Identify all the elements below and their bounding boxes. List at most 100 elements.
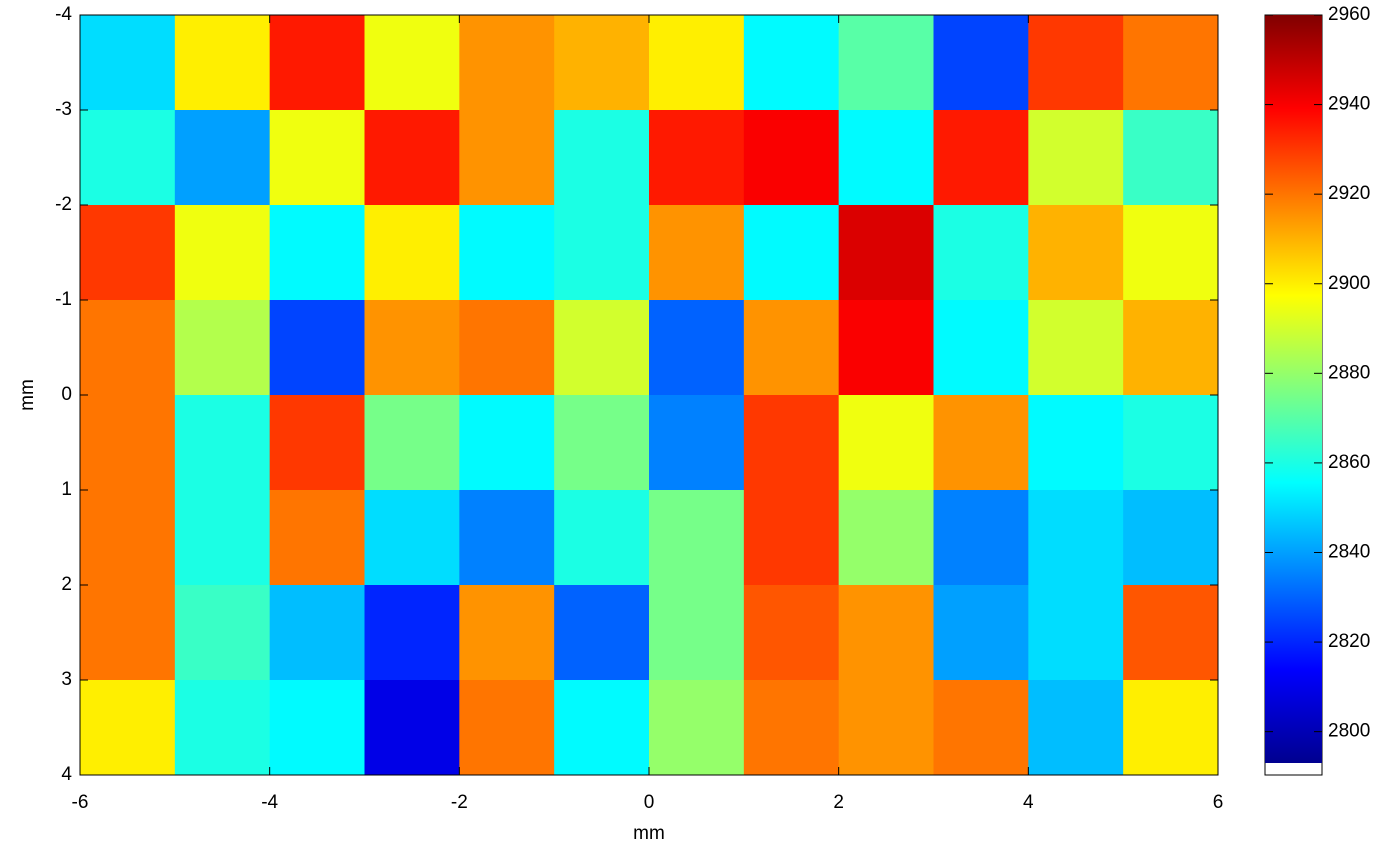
colorbar-tick-label: 2880 — [1328, 362, 1370, 383]
heatmap-cell — [1028, 15, 1123, 111]
heatmap-cell — [1028, 680, 1123, 776]
heatmap-cell — [649, 680, 744, 776]
heatmap-cell — [1028, 205, 1123, 301]
y-tick-label: -1 — [55, 289, 72, 310]
heatmap-cell — [270, 15, 365, 111]
heatmap-cell — [459, 15, 554, 111]
heatmap-cell — [554, 300, 649, 396]
heatmap-cell — [649, 300, 744, 396]
y-tick-label: 4 — [61, 764, 72, 785]
heatmap-cell — [270, 205, 365, 301]
y-tick-label: -4 — [55, 4, 72, 25]
heatmap-cell — [459, 490, 554, 586]
x-tick-label: 6 — [1213, 792, 1224, 813]
heatmap-cell — [1123, 205, 1218, 301]
x-tick-label: 4 — [1023, 792, 1034, 813]
heatmap-cell — [839, 110, 934, 206]
heatmap-cell — [554, 15, 649, 111]
x-tick-label: -2 — [451, 792, 468, 813]
colorbar-tick-label: 2900 — [1328, 273, 1370, 294]
y-tick-label: 2 — [61, 574, 72, 595]
heatmap-cell — [744, 490, 839, 586]
heatmap-cell — [459, 585, 554, 681]
heatmap-cell — [839, 300, 934, 396]
heatmap-cell — [1123, 15, 1218, 111]
y-axis-label: mm — [17, 379, 38, 411]
heatmap-cell — [1123, 490, 1218, 586]
heatmap-cell — [744, 585, 839, 681]
heatmap-cell — [270, 300, 365, 396]
colorbar-tick-label: 2800 — [1328, 721, 1370, 742]
colorbar-tick-label: 2820 — [1328, 631, 1370, 652]
heatmap-cell — [934, 680, 1029, 776]
colorbar — [1265, 15, 1322, 763]
heatmap-cell — [175, 490, 270, 586]
heatmap-cell — [1028, 395, 1123, 491]
heatmap-cell — [934, 300, 1029, 396]
x-tick-label: 2 — [833, 792, 844, 813]
colorbar-tick-label: 2840 — [1328, 542, 1370, 563]
heatmap-cell — [80, 300, 175, 396]
heatmap-cell — [649, 15, 744, 111]
heatmap-cell — [554, 490, 649, 586]
heatmap-cell — [554, 585, 649, 681]
heatmap-cell — [365, 15, 460, 111]
heatmap-cell — [839, 585, 934, 681]
colorbar-tick-label: 2920 — [1328, 183, 1370, 204]
heatmap-cell — [934, 205, 1029, 301]
heatmap-cell — [80, 205, 175, 301]
heatmap-cell — [270, 585, 365, 681]
heatmap-cell — [649, 395, 744, 491]
heatmap-cell — [649, 490, 744, 586]
heatmap-cell — [365, 680, 460, 776]
y-tick-label: -2 — [55, 194, 72, 215]
heatmap-cell — [934, 15, 1029, 111]
y-tick-label: 0 — [61, 384, 72, 405]
heatmap-cell — [934, 585, 1029, 681]
heatmap-cell — [270, 395, 365, 491]
heatmap-cell — [744, 395, 839, 491]
heatmap-cell — [934, 490, 1029, 586]
heatmap-cell — [649, 205, 744, 301]
heatmap-cell — [80, 395, 175, 491]
heatmap-cell — [839, 205, 934, 301]
heatmap-cell — [1028, 110, 1123, 206]
y-tick-label: -3 — [55, 99, 72, 120]
y-tick-label: 1 — [61, 479, 72, 500]
heatmap-cell — [744, 680, 839, 776]
heatmap-cell — [839, 490, 934, 586]
x-tick-label: -6 — [72, 792, 89, 813]
heatmap-cell — [80, 490, 175, 586]
heatmap-cell — [175, 585, 270, 681]
heatmap-cell — [175, 15, 270, 111]
heatmap-cell — [365, 110, 460, 206]
heatmap-cell — [1123, 300, 1218, 396]
heatmap-cell — [459, 680, 554, 776]
heatmap-cell — [459, 395, 554, 491]
heatmap-cell — [270, 680, 365, 776]
heatmap-cell — [934, 395, 1029, 491]
heatmap-cell — [365, 300, 460, 396]
heatmap-cell — [365, 585, 460, 681]
heatmap-cell — [744, 110, 839, 206]
x-axis-label: mm — [633, 823, 665, 844]
heatmap-cell — [459, 110, 554, 206]
heatmap-cell — [175, 110, 270, 206]
colorbar-tick-label: 2960 — [1328, 4, 1370, 25]
heatmap-cell — [554, 110, 649, 206]
heatmap-cell — [744, 205, 839, 301]
heatmap-cell — [744, 15, 839, 111]
heatmap-cell — [839, 395, 934, 491]
heatmap-cell — [1028, 300, 1123, 396]
heatmap-cell — [175, 300, 270, 396]
y-tick-label: 3 — [61, 669, 72, 690]
heatmap-cell — [270, 490, 365, 586]
heatmap-cell — [1123, 110, 1218, 206]
heatmap-cell — [839, 680, 934, 776]
heatmap-cell — [649, 585, 744, 681]
heatmap-cell — [1123, 680, 1218, 776]
heatmap-cell — [80, 15, 175, 111]
heatmap-cell — [554, 680, 649, 776]
heatmap-cell — [365, 205, 460, 301]
heatmap-cell — [839, 15, 934, 111]
